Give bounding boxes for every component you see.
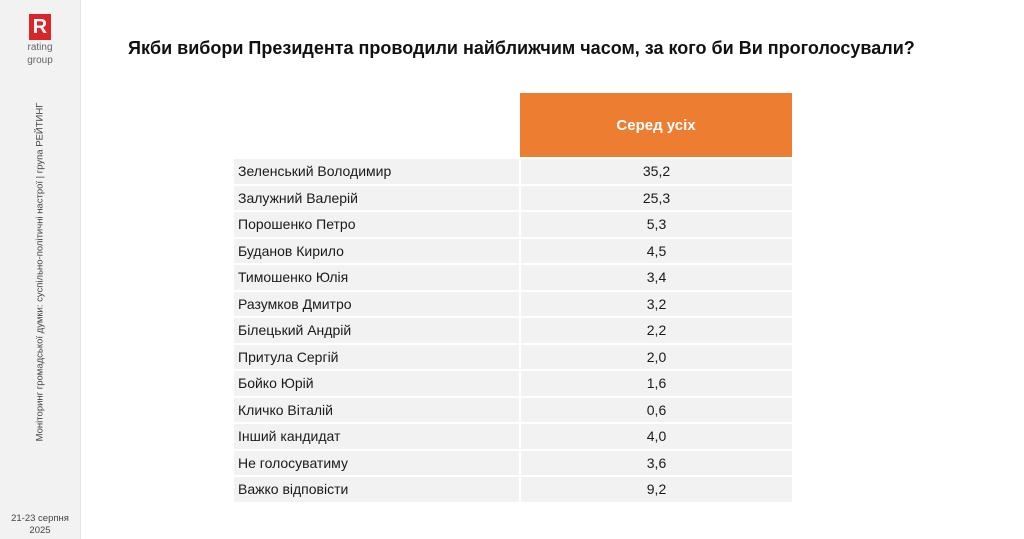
candidate-value: 4,0 xyxy=(520,423,792,451)
table-row: Залужний Валерій 25,3 xyxy=(234,184,792,212)
sidebar: R rating group Моніторинг громадської ду… xyxy=(0,0,81,539)
candidate-value: 3,4 xyxy=(520,264,792,292)
table-header-blank xyxy=(234,93,520,158)
survey-date: 21-23 серпня 2025 xyxy=(0,513,80,537)
logo-text-line2: group xyxy=(27,55,53,66)
table-row: Важко відповісти 9,2 xyxy=(234,476,792,504)
candidate-name: Буданов Кирило xyxy=(234,237,521,265)
candidate-name: Залужний Валерій xyxy=(234,184,521,212)
column-header: Серед усіх xyxy=(520,93,792,158)
table-header-row: Серед усіх xyxy=(234,93,792,158)
candidate-value: 0,6 xyxy=(520,396,792,424)
table-row: Тимошенко Юлія 3,4 xyxy=(234,264,792,292)
survey-date-line1: 21-23 серпня xyxy=(11,513,69,524)
candidate-name: Бойко Юрій xyxy=(234,370,521,398)
table-row: Інший кандидат 4,0 xyxy=(234,423,792,451)
table-row: Білецький Андрій 2,2 xyxy=(234,317,792,345)
candidate-name: Притула Сергій xyxy=(234,343,521,371)
candidate-value: 4,5 xyxy=(520,237,792,265)
candidate-name: Порошенко Петро xyxy=(234,211,521,239)
candidate-value: 2,2 xyxy=(520,317,792,345)
candidate-value: 25,3 xyxy=(520,184,792,212)
logo-text-line1: rating xyxy=(27,42,53,53)
page-title: Якби вибори Президента проводили найближ… xyxy=(128,38,915,58)
candidate-value: 3,6 xyxy=(520,449,792,477)
candidate-value: 5,3 xyxy=(520,211,792,239)
sidebar-caption: Моніторинг громадської думки: суспільно-… xyxy=(34,102,46,442)
logo-mark: R xyxy=(29,14,51,40)
survey-date-line2: 2025 xyxy=(29,525,51,536)
candidate-name: Важко відповісти xyxy=(234,476,521,504)
candidate-name: Інший кандидат xyxy=(234,423,521,451)
table-row: Притула Сергій 2,0 xyxy=(234,343,792,371)
candidate-name: Разумков Дмитро xyxy=(234,290,521,318)
candidate-value: 3,2 xyxy=(520,290,792,318)
candidate-value: 35,2 xyxy=(520,157,792,186)
candidate-value: 9,2 xyxy=(520,476,792,504)
candidate-name: Тимошенко Юлія xyxy=(234,264,521,292)
table-row: Зеленський Володимир 35,2 xyxy=(234,157,792,186)
candidate-name: Не голосуватиму xyxy=(234,449,521,477)
candidate-name: Зеленський Володимир xyxy=(234,157,521,186)
rating-group-logo: R rating group xyxy=(0,14,80,66)
table-row: Не голосуватиму 3,6 xyxy=(234,449,792,477)
results-table: Серед усіх Зеленський Володимир 35,2 Зал… xyxy=(234,93,792,504)
table-row: Разумков Дмитро 3,2 xyxy=(234,290,792,318)
candidate-name: Білецький Андрій xyxy=(234,317,521,345)
table-row: Бойко Юрій 1,6 xyxy=(234,370,792,398)
table-row: Порошенко Петро 5,3 xyxy=(234,211,792,239)
candidate-name: Кличко Віталій xyxy=(234,396,521,424)
candidate-value: 1,6 xyxy=(520,370,792,398)
table-row: Кличко Віталій 0,6 xyxy=(234,396,792,424)
table-row: Буданов Кирило 4,5 xyxy=(234,237,792,265)
candidate-value: 2,0 xyxy=(520,343,792,371)
